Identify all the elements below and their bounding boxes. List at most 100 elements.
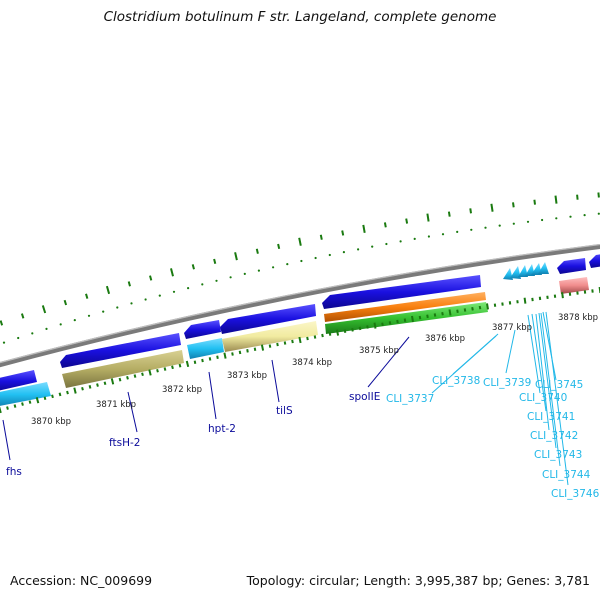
inner-tick [426,314,429,319]
outer-scale-dot [512,222,515,225]
outer-tick [383,222,387,228]
outer-scale-dot [144,298,147,301]
outer-scale-dot [470,228,473,231]
inner-tick [81,386,84,391]
scale-label-3871: 3871 kbp [96,400,136,410]
inner-tick [208,357,212,361]
outer-tick [170,268,174,277]
outer-scale-dot [399,240,402,243]
gene-label-tilS: tilS [276,405,293,417]
outer-scale-dot [187,287,190,290]
outer-scale-dot [31,332,34,335]
outer-scale-dot [201,283,204,286]
outer-scale-dot [498,224,501,227]
inner-tick [260,344,265,351]
outer-tick [362,224,366,233]
outer-scale-dot [158,294,161,297]
gene-label-spoIIE: spoIIE [349,391,380,403]
outer-tick [554,195,558,204]
inner-tick [51,394,54,399]
inner-tick [366,325,369,329]
outer-scale-dot [314,256,317,260]
feature-spoIIE-green [325,302,488,334]
inner-tick [268,344,272,348]
inner-tick [216,355,219,359]
inner-tick [358,326,362,331]
inner-tick [21,402,24,406]
inner-tick [335,329,340,336]
outer-tick [341,230,345,236]
outer-tick [277,243,281,250]
outer-scale-dot [371,245,374,248]
outer-scale-dot [583,214,586,217]
inner-tick [156,368,159,373]
feature-spoIIE-orange [324,292,486,322]
forward-strand-genes [0,254,600,391]
gene-label-cli-3739: CLI_3739 [483,377,531,389]
outer-scale-dot [59,323,62,326]
inner-tick [88,385,92,389]
inner-tick [463,308,467,312]
outer-tick [576,194,579,200]
outer-tick [597,192,600,198]
outer-scale-dot [257,269,260,272]
gene-label-cli-3743: CLI_3743 [534,449,582,461]
outer-scale-dot [385,242,388,246]
outer-tick [149,275,153,281]
inner-tick [96,383,99,387]
inner-tick [396,319,399,324]
outer-scale-dot [541,218,544,222]
outer-tick [426,213,430,222]
gene-label-cli-3745: CLI_3745 [535,379,583,391]
inner-tick [0,406,2,414]
outer-tick [191,264,195,270]
gene-label-cli-3737: CLI_3737 [386,393,434,405]
inner-tick [223,352,227,359]
inner-tick [373,322,377,329]
outer-scale-dot [243,272,246,275]
inner-tick [561,292,564,299]
outer-scale-dot [215,279,218,282]
feature-fhs-cyan [0,382,51,406]
gene-label-ftsH-2: ftsH-2 [109,437,140,449]
inner-tick [523,297,527,304]
inner-tick [321,333,324,338]
feature-hpt-cyan [187,338,224,359]
inner-tick [28,400,32,404]
inner-tick [306,336,309,341]
cds-cli-3737-forward [503,268,513,280]
inner-tick [403,318,407,322]
inner-tick [433,313,437,317]
outer-tick [469,208,472,214]
inner-tick [486,303,489,310]
outer-scale-dot [229,276,232,279]
inner-tick [171,365,174,370]
outer-tick [105,285,111,295]
cds-cli-3743-forward [538,262,549,274]
scale-label-3872: 3872 kbp [162,385,202,395]
inner-tick [231,352,234,356]
outer-tick [319,234,323,240]
outer-scale-dot [45,327,48,330]
inner-tick [448,309,452,316]
outer-scale-dot [2,341,6,344]
inner-tick [103,381,107,386]
outer-tick [63,299,68,306]
feature-ftsH-khaki [62,350,184,388]
cds-tilS-forward [220,304,316,334]
cds-spoIIE-forward [322,275,481,309]
outer-tick [0,320,4,326]
cds-cli-3746-forward [557,258,586,274]
inner-tick [6,406,9,410]
cds-next-forward [589,254,600,268]
inner-tick [343,329,347,333]
inner-tick [381,322,384,326]
inner-tick [141,372,144,377]
feature-cli-3746-rrna [559,277,589,294]
inner-tick [471,307,474,311]
inner-tick [148,369,152,376]
outer-tick [20,313,25,319]
inner-tick [253,347,257,351]
inner-tick [13,404,17,408]
outer-scale-dot [342,251,345,254]
